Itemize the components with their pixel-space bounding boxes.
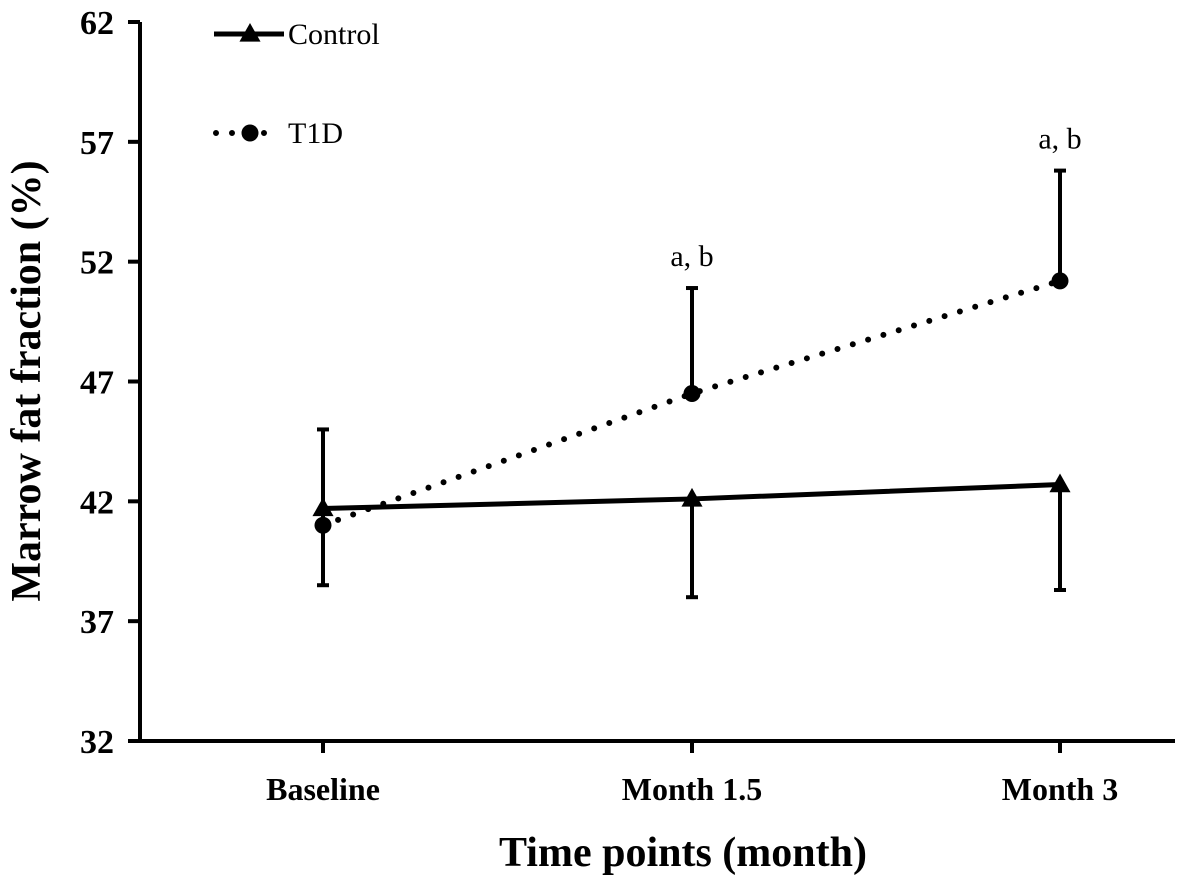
y-tick-label: 47: [80, 365, 114, 402]
legend-label-control: Control: [288, 18, 380, 51]
plot-area: a, b a, b: [312, 123, 1082, 600]
data-point-t1d: [683, 384, 701, 402]
x-tick-label: Month 3: [1002, 771, 1118, 807]
data-point-control: [312, 497, 334, 517]
annotation-label: a, b: [670, 240, 713, 273]
legend-label-t1d: T1D: [288, 117, 343, 150]
y-tick-label: 42: [80, 484, 114, 521]
x-tick-label: Baseline: [266, 771, 380, 807]
data-point-t1d: [1051, 272, 1069, 290]
y-tick-label: 32: [80, 724, 114, 761]
legend-marker-t1d: [241, 124, 259, 142]
data-point-control: [681, 487, 703, 507]
series-line-t1d: [320, 277, 1063, 529]
x-axis-title: Time points (month): [499, 830, 867, 876]
data-point-t1d: [314, 516, 332, 534]
legend-marker-control: [239, 22, 261, 42]
y-tick-label: 37: [80, 604, 114, 641]
x-tick-label: Month 1.5: [622, 771, 762, 807]
y-tick-label: 62: [80, 5, 114, 42]
chart-text: Time points (month) Marrow fat fraction …: [4, 160, 867, 876]
data-point-control: [1049, 473, 1071, 493]
y-tick-label: 57: [80, 125, 114, 162]
annotation-label: a, b: [1038, 123, 1081, 156]
axes: 32 37 42 47 52 57 62 Baseline Month 1.5 Month 3: [80, 5, 1175, 807]
legend: Control T1D: [213, 18, 380, 150]
y-axis-title: Marrow fat fraction (%): [4, 160, 50, 601]
y-tick-label: 52: [80, 245, 114, 282]
